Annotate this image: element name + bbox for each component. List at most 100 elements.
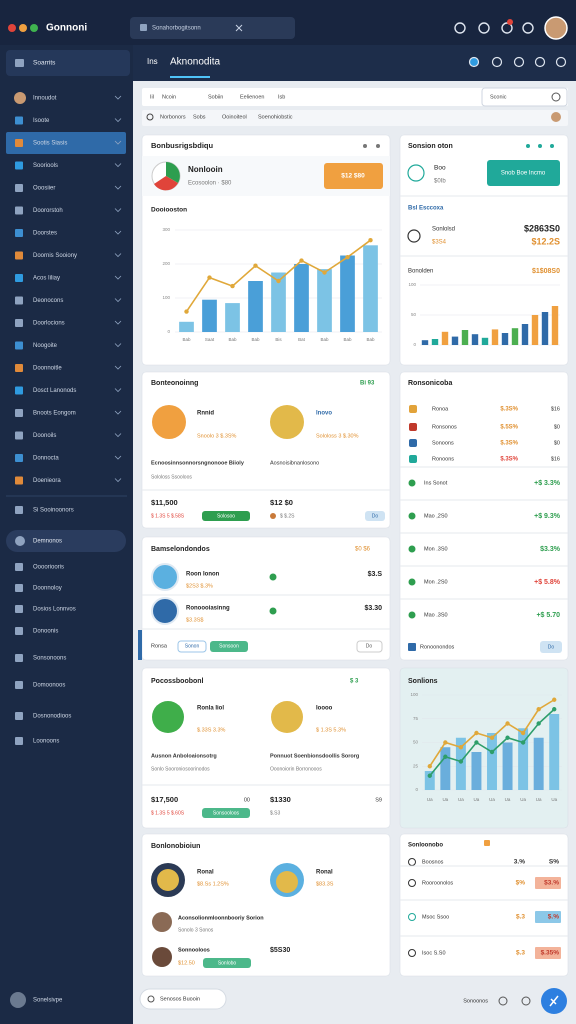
chevron [114,95,122,100]
x-tick-label: Ua [551,797,557,802]
sidebar-item[interactable]: Ooooriooris [33,565,64,571]
amount: $11,500 [151,498,178,507]
button[interactable] [324,163,383,189]
line-point [505,735,510,740]
sidebar-item[interactable]: Domoonoos [33,683,65,689]
row-value: +$ 5.8% [534,579,561,586]
header-bar [133,45,576,81]
chevron [114,275,122,280]
date-box[interactable] [481,87,568,107]
button[interactable] [210,641,248,652]
sidebar-item[interactable]: Doonoils [33,433,56,439]
notification-badge [507,19,513,25]
filter-item[interactable]: Ncoin [162,94,176,100]
coin-inner [276,871,298,893]
button[interactable] [487,160,560,186]
sidebar-item[interactable]: Noogoite [33,343,58,349]
icon [498,996,508,1006]
sidebar-item[interactable]: Bnoots Eongom [33,411,76,417]
filter-item[interactable]: Ooinoiteol [222,114,247,120]
sidebar-item[interactable]: Deonocons [33,298,63,304]
row-value: $.% [548,914,559,921]
sidebar-item[interactable]: Acos Iiliay [33,276,60,282]
item-icon [151,563,179,591]
sidebar-item[interactable]: Donnocta [33,456,59,462]
search-box[interactable] [130,17,295,39]
person-avatar [152,947,172,967]
button[interactable] [202,511,250,521]
line-point [276,278,281,284]
sidebar-item[interactable]: Dosnonodioos [33,714,71,720]
filter-item[interactable]: Eelienoen [240,94,264,100]
sidebar-item[interactable]: Doorlocions [33,321,65,327]
button[interactable] [203,958,251,968]
sidebar-item[interactable]: Doornis Sooiony [33,253,77,259]
sidebar-item[interactable]: Sootis Siasis [33,141,67,147]
sidebar-item[interactable]: Doenieora [33,478,61,484]
sidebar-item[interactable]: Innoudot [33,96,57,102]
sidebar-item[interactable]: Sonsonoons [33,656,66,662]
line-point [474,730,479,736]
x-tick-label: Ua [489,797,495,802]
bar [471,334,479,345]
chevron [114,230,122,235]
row-icon [408,879,416,887]
card-title: Sonsion oton [408,143,453,150]
bottom-pill[interactable] [139,988,227,1010]
sidebar-pill[interactable] [6,530,126,552]
line-point [489,749,495,755]
y-tick-label: 25 [413,763,419,768]
sidebar-item[interactable]: Doonnoloy [33,586,62,592]
sidebar-item[interactable]: Donoonis [33,629,58,635]
x-tick-label: Bis [275,337,282,342]
sidebar-top[interactable] [6,50,130,76]
sidebar-item[interactable]: Ooosiier [33,186,55,192]
sidebar-item[interactable]: Doororstoh [33,208,63,214]
description: Ponnuot Soenbionsdoollis Sororg [270,753,359,759]
button[interactable] [177,640,207,653]
button-label[interactable]: Ronsa [151,643,168,649]
button[interactable] [540,641,562,653]
button[interactable] [356,640,383,653]
y-tick-label: 0 [413,342,416,347]
badge: $ 3 [350,679,359,685]
chevron [114,208,122,213]
sidebar-item[interactable]: Sooriools [33,163,58,169]
button[interactable] [202,808,250,818]
section-title: Bsl Esccoxa [408,206,444,212]
sidebar-item[interactable]: Doorstes [33,231,57,237]
person-sub: $12.50 [178,960,195,966]
coin-icon [271,701,303,733]
card-icon [363,144,367,148]
header-tab: Ins [147,57,158,66]
button[interactable] [365,511,385,521]
filter-item[interactable]: Soenohiobstic [258,114,293,120]
card [399,833,569,977]
row-icon [408,611,416,619]
y-tick-label: 100 [410,692,418,697]
sidebar-item[interactable]: Loonoons [33,739,59,745]
close-icon[interactable] [235,24,243,32]
badge: $0 $6 [355,547,371,553]
filter-item[interactable]: Sobs [193,114,206,120]
coin-name: Ronsonos [432,424,457,430]
sidebar-icon [15,681,23,689]
filter-item[interactable]: Sobiin [208,94,223,100]
sidebar-icon [15,341,23,350]
person-value: $5S30 [270,947,290,954]
item-title: Rnnid [197,411,214,417]
sidebar-item[interactable]: Dosct Lanonods [33,388,76,394]
filter-item[interactable]: Norbonors [160,114,186,120]
sidebar-item[interactable]: Dosios Lonnvos [33,607,76,613]
line-point [458,759,464,764]
card [141,833,391,977]
sidebar-item[interactable]: Isoote [33,118,50,124]
filter-item[interactable]: Iil [150,94,154,100]
sidebar-item[interactable]: Doonnoitle [33,366,62,372]
date-label: Sconic [490,94,507,100]
filter-item[interactable]: Isb [278,94,285,100]
item-title: Ronla Iiol [197,706,224,712]
chevron [114,140,122,145]
date-icon [551,92,561,102]
value-chip [535,877,561,889]
